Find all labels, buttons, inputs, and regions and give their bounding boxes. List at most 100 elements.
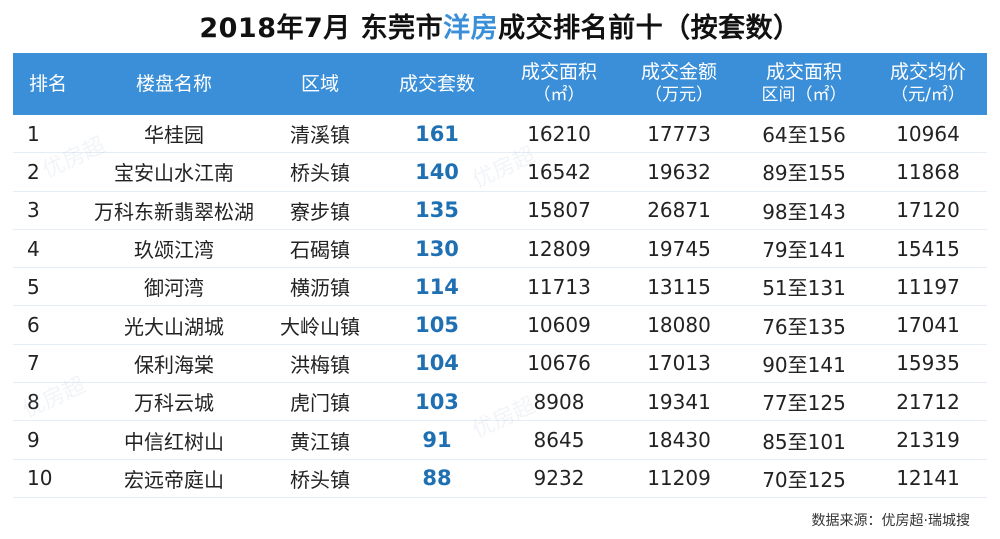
cell-name: 保利海棠: [134, 352, 214, 377]
cell-area: 寮步镇: [290, 199, 350, 224]
table-row: 7 保利海棠 洪梅镇 104 10676 17013 90至141 15935: [13, 344, 987, 383]
cell-floor-area: 9232: [533, 466, 585, 491]
cell-sets: 140: [415, 159, 459, 184]
cell-rank: 7: [27, 351, 40, 376]
cell-floor-area: 8908: [533, 389, 585, 414]
cell-amount: 19745: [647, 236, 711, 261]
table-row: 5 御河湾 横沥镇 114 11713 13115 51至131 11197: [13, 268, 987, 306]
cell-name: 万科云城: [134, 391, 214, 416]
cell-area: 大岭山镇: [280, 314, 360, 339]
cell-name: 华桂园: [144, 123, 204, 148]
cell-rank: 6: [27, 313, 40, 338]
title-highlight: 洋房: [443, 13, 499, 44]
cell-floor-area: 11713: [527, 274, 591, 299]
cell-floor-area: 12809: [527, 236, 591, 261]
cell-range: 85至101: [762, 429, 846, 454]
cell-amount: 19341: [647, 389, 711, 414]
cell-amount: 19632: [647, 159, 711, 184]
cell-rank: 10: [27, 466, 53, 491]
cell-range: 51至131: [762, 276, 846, 301]
cell-range: 70至125: [762, 467, 846, 492]
cell-amount: 18080: [647, 313, 711, 338]
header-amount-label: 成交金额: [640, 61, 717, 83]
cell-amount: 11209: [647, 466, 711, 491]
cell-avg: 17041: [896, 313, 960, 338]
cell-rank: 9: [27, 428, 40, 453]
header-floor-area-unit: （㎡）: [533, 85, 585, 105]
cell-name: 宏远帝庭山: [124, 467, 224, 492]
cell-area: 石碣镇: [290, 238, 350, 263]
cell-sets: 161: [415, 121, 459, 146]
cell-range: 77至125: [762, 391, 846, 416]
data-source-note: 数据来源：优房超·瑞城搜: [811, 513, 970, 529]
header-area: 区域: [265, 53, 375, 115]
table-row: 6 光大山湖城 大岭山镇 105 10609 18080 76至135 17041: [13, 306, 987, 345]
header-range: 成交面积 区间（㎡）: [739, 53, 869, 115]
title-suffix: 成交排名前十（按套数）: [498, 13, 801, 44]
page-title: 2018年7月 东莞市洋房成交排名前十（按套数）: [0, 6, 1000, 45]
cell-rank: 5: [27, 274, 40, 299]
cell-sets: 88: [422, 466, 452, 491]
cell-area: 虎门镇: [290, 391, 350, 416]
cell-sets: 114: [415, 274, 459, 299]
cell-avg: 17120: [896, 198, 960, 223]
cell-avg: 21319: [896, 428, 960, 453]
cell-rank: 8: [27, 389, 40, 414]
cell-rank: 1: [27, 121, 40, 146]
cell-sets: 104: [415, 351, 459, 376]
cell-floor-area: 15807: [527, 198, 591, 223]
cell-name: 宝安山水江南: [114, 161, 234, 186]
cell-avg: 11868: [896, 159, 960, 184]
cell-amount: 13115: [647, 274, 711, 299]
cell-range: 76至135: [762, 314, 846, 339]
ranking-table: 排名 楼盘名称 区域 成交套数 成交面积 （㎡） 成交金额 （万元） 成交面积 区间（…: [13, 53, 987, 498]
cell-floor-area: 16210: [527, 121, 591, 146]
cell-area: 桥头镇: [290, 467, 350, 492]
cell-range: 79至141: [762, 238, 846, 263]
cell-area: 清溪镇: [290, 123, 350, 148]
cell-sets: 103: [415, 389, 459, 414]
cell-avg: 12141: [896, 466, 960, 491]
header-floor-area: 成交面积 （㎡）: [499, 53, 619, 115]
cell-name: 中信红树山: [124, 429, 224, 454]
header-avg-unit: （元/㎡）: [891, 85, 965, 105]
cell-avg: 21712: [896, 389, 960, 414]
cell-sets: 91: [422, 428, 452, 453]
header-sets: 成交套数: [375, 53, 499, 115]
header-amount: 成交金额 （万元）: [619, 53, 739, 115]
cell-amount: 17773: [647, 121, 711, 146]
header-range-label: 成交面积: [765, 61, 842, 83]
header-floor-area-label: 成交面积: [520, 61, 597, 83]
cell-amount: 26871: [647, 198, 711, 223]
cell-avg: 15415: [896, 236, 960, 261]
table-header-row: 排名 楼盘名称 区域 成交套数 成交面积 （㎡） 成交金额 （万元） 成交面积 区间（…: [13, 53, 987, 115]
table-row: 3 万科东新翡翠松湖 寮步镇 135 15807 26871 98至143 17120: [13, 191, 987, 230]
table-row: 8 万科云城 虎门镇 103 8908 19341 77至125 21712: [13, 383, 987, 421]
table-row: 9 中信红树山 黄江镇 91 8645 18430 85至101 21319: [13, 421, 987, 460]
cell-area: 洪梅镇: [290, 352, 350, 377]
cell-amount: 17013: [647, 351, 711, 376]
cell-name: 玖颂江湾: [134, 238, 214, 263]
cell-sets: 105: [415, 313, 459, 338]
cell-range: 64至156: [762, 123, 846, 148]
cell-range: 89至155: [762, 161, 846, 186]
cell-name: 御河湾: [144, 276, 204, 301]
table-row: 2 宝安山水江南 桥头镇 140 16542 19632 89至155 11868: [13, 153, 987, 192]
cell-floor-area: 10676: [527, 351, 591, 376]
cell-floor-area: 16542: [527, 159, 591, 184]
cell-name: 万科东新翡翠松湖: [94, 199, 254, 224]
cell-area: 黄江镇: [290, 429, 350, 454]
cell-range: 90至141: [762, 352, 846, 377]
cell-area: 横沥镇: [290, 276, 350, 301]
cell-area: 桥头镇: [290, 161, 350, 186]
cell-sets: 130: [415, 236, 459, 261]
cell-floor-area: 8645: [533, 428, 585, 453]
header-amount-unit: （万元）: [645, 85, 713, 105]
cell-rank: 2: [27, 159, 40, 184]
title-prefix: 2018年7月 东莞市: [199, 13, 444, 44]
cell-rank: 3: [27, 198, 40, 223]
header-range-unit: 区间（㎡）: [761, 85, 847, 105]
table-row: 1 华桂园 清溪镇 161 16210 17773 64至156 10964: [13, 115, 987, 153]
table-row: 4 玖颂江湾 石碣镇 130 12809 19745 79至141 15415: [13, 229, 987, 268]
cell-avg: 11197: [896, 274, 960, 299]
